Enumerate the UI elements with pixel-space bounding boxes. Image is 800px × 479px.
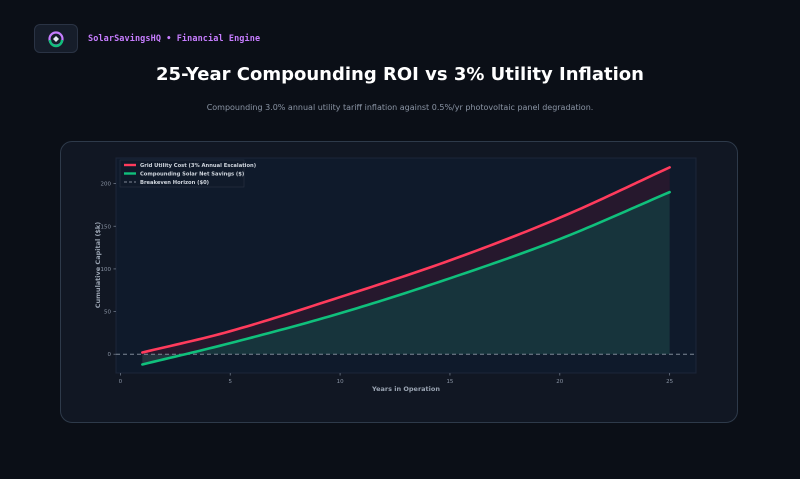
- cost-gap-area: [142, 167, 670, 365]
- x-tick-label: 25: [666, 379, 673, 385]
- roi-line-chart: 0 5 10 15 20 25 0 50 100 150 200 Years in Operati…: [94, 157, 697, 393]
- x-axis-ticks: 0 5 10 15 20 25: [119, 373, 674, 385]
- legend-box: [119, 159, 245, 188]
- page-title: 25-Year Compounding ROI vs 3% Utility In…: [156, 64, 644, 85]
- legend-label-solar: Compounding Solar Net Savings ($): [140, 172, 244, 178]
- y-tick-label: 0: [108, 352, 112, 358]
- page-subtitle: Compounding 3.0% annual utility tariff i…: [206, 103, 594, 112]
- grid-cost-line: [141, 166, 671, 354]
- y-axis-label: Cumulative Capital ($k): [94, 222, 102, 308]
- y-tick-label: 50: [104, 310, 111, 316]
- brand-label: SolarSavingsHQ • Financial Engine: [88, 33, 261, 44]
- x-tick-label: 20: [556, 379, 563, 385]
- y-axis-ticks: 0 50 100 150 200: [101, 182, 116, 358]
- x-tick-label: 10: [337, 379, 344, 385]
- legend-label-grid: Grid Utility Cost (3% Annual Escalation): [140, 163, 256, 169]
- x-tick-label: 15: [446, 379, 453, 385]
- x-tick-label: 5: [228, 379, 232, 385]
- legend-label-breakeven: Breakeven Horizon ($0): [140, 180, 209, 186]
- solar-savings-area: [142, 192, 670, 365]
- y-tick-label: 150: [101, 224, 112, 230]
- x-tick-label: 0: [119, 379, 123, 385]
- y-tick-label: 100: [101, 267, 112, 273]
- x-axis-label: Years in Operation: [371, 385, 440, 393]
- y-tick-label: 200: [101, 182, 112, 188]
- solar-cycle-logo-icon[interactable]: [34, 24, 78, 53]
- legend: Grid Utility Cost (3% Annual Escalation)…: [119, 159, 256, 188]
- solar-savings-line: [141, 190, 671, 366]
- brand-header: SolarSavingsHQ • Financial Engine: [34, 24, 260, 53]
